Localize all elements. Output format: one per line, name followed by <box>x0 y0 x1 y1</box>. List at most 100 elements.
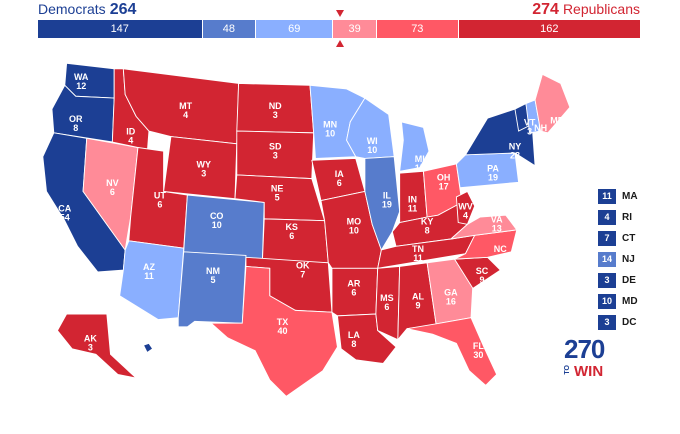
state-il[interactable] <box>364 156 401 252</box>
state-abbr: ID <box>126 127 136 137</box>
state-label-ok: OK 7 <box>296 260 310 279</box>
logo-win: WIN <box>574 363 604 380</box>
state-me[interactable] <box>534 73 570 134</box>
state-ms[interactable] <box>375 265 401 341</box>
state-abbr: IN <box>408 194 417 204</box>
state-label-id: ID 4 <box>126 127 136 146</box>
state-abbr: NM <box>206 266 220 276</box>
state-label-ca: CA 54 <box>58 204 71 223</box>
state-abbr: ME <box>550 116 564 126</box>
state-electoral-votes: 9 <box>479 275 484 285</box>
state-electoral-votes: 4 <box>554 125 559 135</box>
state-electoral-votes: 10 <box>367 145 377 155</box>
ev-bar-segment: 69 <box>256 20 334 38</box>
state-co[interactable] <box>183 194 265 260</box>
state-abbr: LA <box>348 330 360 340</box>
ev-bar-segment: 147 <box>38 20 203 38</box>
state-mi[interactable] <box>399 121 430 172</box>
state-electoral-votes: 6 <box>337 178 342 188</box>
state-electoral-votes: 6 <box>351 288 356 298</box>
state-pa[interactable] <box>455 152 520 189</box>
header: Democrats 264 274 Republicans <box>0 0 680 20</box>
state-nm[interactable] <box>177 251 247 328</box>
ev-bar-segment: 162 <box>458 20 640 38</box>
majority-marker-top-icon <box>336 10 344 17</box>
small-state-dc[interactable]: 3 DC <box>598 314 636 330</box>
state-electoral-votes: 15 <box>415 163 425 173</box>
state-abbr: OH <box>437 172 451 182</box>
state-label-mn: MN 10 <box>323 119 337 138</box>
state-electoral-votes: 19 <box>488 172 498 182</box>
state-label-wa: WA 12 <box>74 72 89 91</box>
state-label-in: IN 11 <box>408 194 418 213</box>
state-label-hi: HI 4 <box>187 403 196 422</box>
republicans-electoral-votes: 274 <box>532 1 559 18</box>
state-abbr: CO <box>210 211 224 221</box>
state-hi[interactable] <box>142 342 154 354</box>
270towin-logo[interactable]: 270 TO WIN <box>562 334 626 380</box>
state-label-nm: NM 5 <box>206 266 220 285</box>
state-label-nd: ND 3 <box>269 101 282 120</box>
state-label-ak: AK 3 <box>84 334 97 353</box>
state-label-nc: NC 16 <box>494 244 507 263</box>
state-abbr: NY <box>509 141 522 151</box>
small-state-ct[interactable]: 7 CT <box>598 230 635 246</box>
state-electoral-votes: 40 <box>277 326 287 336</box>
ev-bar-segment: 39 <box>333 20 377 38</box>
state-abbr: NH <box>534 123 547 133</box>
state-electoral-votes: 54 <box>60 213 70 223</box>
electoral-vote-bar: 147 48 69 39 73 162 <box>38 20 640 38</box>
state-label-wi: WI 10 <box>367 136 378 155</box>
state-electoral-votes: 3 <box>527 127 532 137</box>
state-label-ar: AR 6 <box>347 279 360 298</box>
state-abbr: KS <box>285 222 298 232</box>
state-label-ny: NY 28 <box>509 141 522 160</box>
small-state-ma[interactable]: 11 MA <box>598 188 638 204</box>
democrats-total: Democrats 264 <box>38 1 136 19</box>
small-state-de[interactable]: 3 DE <box>598 272 636 288</box>
state-electoral-votes: 6 <box>157 200 162 210</box>
state-tx[interactable] <box>209 265 338 397</box>
state-label-ut: UT 6 <box>154 191 166 210</box>
ev-bar-segment: 48 <box>202 20 257 38</box>
state-abbr: ND <box>269 101 282 111</box>
small-state-nj[interactable]: 14 NJ <box>598 251 635 267</box>
state-electoral-votes: 4 <box>538 132 543 142</box>
state-label-fl: FL 30 <box>473 341 484 360</box>
state-electoral-votes: 8 <box>351 339 356 349</box>
state-abbr: MO <box>347 216 362 226</box>
small-state-abbr: DC <box>622 316 637 328</box>
state-electoral-votes: 8 <box>425 225 430 235</box>
small-state-abbr: MA <box>622 190 638 202</box>
state-label-me: ME 4 <box>550 116 564 135</box>
logo-number: 270 <box>564 334 605 364</box>
small-state-electoral-votes: 11 <box>598 188 616 204</box>
ev-bar-segment: 73 <box>376 20 459 38</box>
state-electoral-votes: 16 <box>495 253 505 263</box>
state-label-or: OR 8 <box>69 114 83 133</box>
state-fl[interactable] <box>406 317 498 387</box>
small-state-electoral-votes: 10 <box>598 293 616 309</box>
state-abbr: TN <box>412 244 424 254</box>
state-abbr: AR <box>347 279 360 289</box>
republicans-label: Republicans <box>562 1 640 17</box>
state-label-ne: NE 5 <box>271 183 284 202</box>
state-electoral-votes: 10 <box>212 220 222 230</box>
small-state-ri[interactable]: 4 RI <box>598 209 632 225</box>
state-abbr: NV <box>106 178 119 188</box>
state-ak[interactable] <box>56 313 138 379</box>
state-electoral-votes: 11 <box>408 203 418 213</box>
majority-marker-bottom-icon <box>336 40 344 47</box>
state-abbr: GA <box>444 288 458 298</box>
state-label-az: AZ 11 <box>143 262 155 281</box>
state-label-sd: SD 3 <box>269 141 282 160</box>
state-label-mo: MO 10 <box>347 216 362 235</box>
state-abbr: OK <box>296 260 310 270</box>
small-state-abbr: NJ <box>622 253 635 265</box>
state-wv[interactable] <box>455 190 476 225</box>
state-electoral-votes: 11 <box>144 271 154 281</box>
state-electoral-votes: 3 <box>273 110 278 120</box>
small-state-md[interactable]: 10 MD <box>598 293 638 309</box>
state-label-mi: MI 15 <box>415 154 425 173</box>
